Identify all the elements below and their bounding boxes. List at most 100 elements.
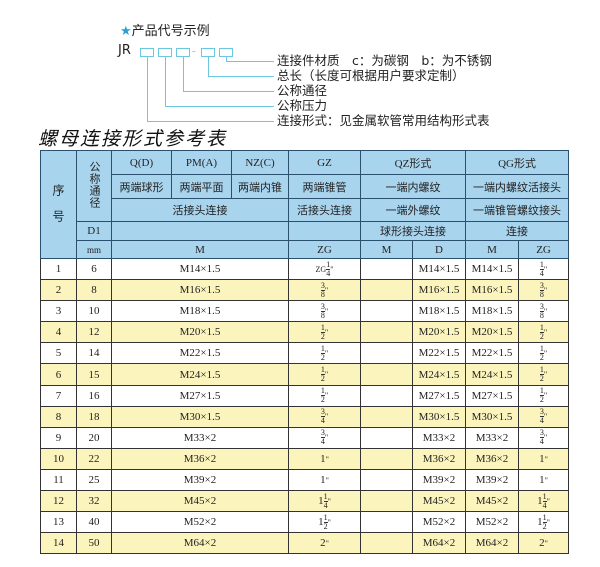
cell-qg-zg: 3 4 ": [518, 426, 570, 449]
frac-num: 1: [542, 491, 547, 502]
inch-mark: ": [325, 539, 329, 549]
header-unit: D: [411, 240, 467, 259]
cell-no: 7: [40, 384, 77, 407]
guide-line: [183, 57, 184, 91]
zg-prefix: ZG: [315, 264, 327, 274]
frac-den: 4: [542, 500, 547, 510]
cell-dn: 16: [76, 384, 112, 407]
cell-qg-m: M20×1.5: [465, 321, 520, 344]
cell-qz-m: [360, 511, 413, 534]
frac-num: 1: [539, 322, 544, 333]
cell-qg-m: M18×1.5: [465, 300, 520, 323]
cell-dn: 8: [76, 279, 112, 302]
zg-whole: 1: [320, 452, 326, 465]
cell-qg-m: M27×1.5: [465, 384, 520, 407]
cell-dn: 32: [76, 490, 112, 513]
cell-m: M33×2: [111, 426, 289, 449]
frac-num: 3: [539, 301, 544, 312]
header-seq: 序 号: [40, 150, 77, 259]
inch-mark: ": [324, 412, 329, 422]
inch-mark: ": [543, 391, 548, 401]
guide-line: [147, 57, 148, 121]
cell-qg-zg: 1 4 ": [518, 257, 570, 281]
frac-num: 1: [542, 512, 547, 523]
cell-qz-m: [360, 426, 413, 449]
cell-qg-m: M14×1.5: [465, 257, 520, 281]
cell-zg: 1 2 ": [288, 363, 361, 386]
guide-line: [183, 91, 274, 92]
table-row: 12 32 M45×2 1 1 4 " M45×2 M45×2 1 1 4 ": [40, 490, 570, 513]
guide-line: [147, 121, 274, 122]
header-form: 两端平面: [171, 174, 232, 199]
cell-m: M64×2: [111, 532, 289, 555]
frac-den: 4: [320, 437, 325, 447]
header-empty: [111, 221, 289, 241]
cell-dn: 14: [76, 342, 112, 365]
header-empty: [288, 221, 361, 241]
cell-qg-zg: 2": [518, 532, 570, 555]
frac-num: 3: [539, 428, 544, 439]
frac-num: 3: [539, 407, 544, 418]
cell-dn: 18: [76, 405, 112, 428]
header-form: 一端内螺纹活接头: [465, 174, 570, 199]
inch-mark: ": [327, 517, 331, 527]
header-unit: M: [360, 240, 413, 259]
inch-mark: ": [546, 496, 550, 506]
header-dn-text: 公称通径: [88, 160, 101, 209]
header-type: Q(D): [111, 150, 172, 175]
cell-qz-d: M52×2: [411, 511, 467, 534]
cell-m: M16×1.5: [111, 279, 289, 302]
table-row: 14 50 M64×2 2" M64×2 M64×2 2": [40, 532, 570, 555]
cell-dn: 12: [76, 321, 112, 344]
frac-num: 1: [323, 512, 328, 523]
frac-den: 8: [539, 289, 544, 299]
inch-mark: ": [543, 327, 548, 337]
code-prefix: JR: [118, 43, 131, 58]
cell-qz-d: M22×1.5: [411, 342, 467, 365]
frac-den: 2: [320, 352, 325, 362]
cell-qg-zg: 1 2 ": [518, 363, 570, 386]
label-diameter: 公称通径: [277, 83, 328, 98]
cell-qz-d: M36×2: [411, 447, 467, 470]
cell-dn: 10: [76, 300, 112, 323]
example-title-text: 产品代号示例: [131, 24, 210, 39]
cell-zg: 1 2 ": [288, 321, 361, 344]
inch-mark: ": [543, 370, 548, 380]
cell-qg-m: M16×1.5: [465, 279, 520, 302]
inch-mark: ": [324, 306, 329, 316]
frac-den: 4: [539, 437, 544, 447]
cell-no: 12: [40, 490, 77, 513]
cell-qg-m: M45×2: [465, 490, 520, 513]
frac-den: 2: [539, 374, 544, 384]
cell-dn: 50: [76, 532, 112, 555]
label-material: 连接件材质 c：为碳钢 b：为不锈钢: [277, 53, 492, 68]
cell-qz-d: M39×2: [411, 468, 467, 492]
header-seq-text: 序 号: [51, 183, 65, 223]
table-row: 4 12 M20×1.5 1 2 " M20×1.5 M20×1.5 1 2 ": [40, 321, 570, 344]
cell-no: 8: [40, 405, 77, 428]
table-row: 1 6 M14×1.5 ZG 1 4 " M14×1.5 M14×1.5 1 4 ": [40, 257, 570, 281]
inch-mark: ": [325, 454, 329, 464]
guide-line: [208, 76, 274, 77]
inch-mark: ": [543, 348, 548, 358]
frac-den: 2: [539, 352, 544, 362]
header-type: NZ(C): [231, 150, 289, 175]
cell-qg-zg: 1 1 2 ": [518, 511, 570, 534]
frac-den: 4: [539, 416, 544, 426]
cell-qg-m: M33×2: [465, 426, 520, 449]
zg-whole: 1: [537, 494, 543, 507]
cell-zg: ZG 1 4 ": [288, 257, 361, 281]
cell-m: M39×2: [111, 468, 289, 492]
cell-no: 1: [40, 257, 77, 281]
frac-den: 4: [320, 416, 325, 426]
table-row: 9 20 M33×2 3 4 " M33×2 M33×2 3 4 ": [40, 426, 570, 449]
cell-no: 13: [40, 511, 77, 534]
cell-m: M18×1.5: [111, 300, 289, 323]
cell-no: 5: [40, 342, 77, 365]
